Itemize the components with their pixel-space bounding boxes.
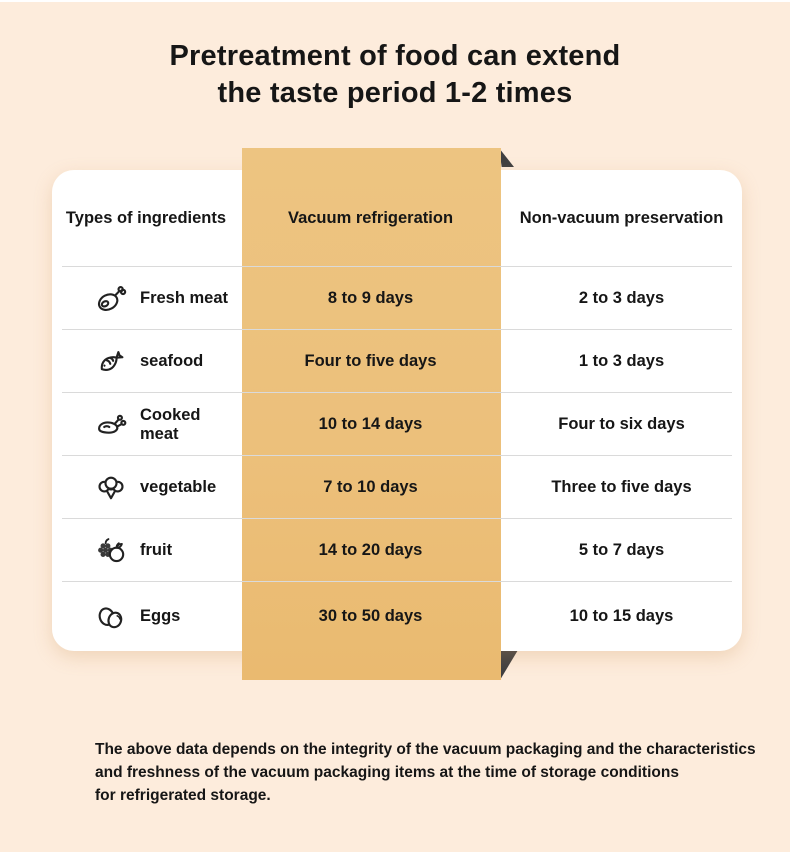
page-bottom-edge — [0, 852, 790, 857]
table-row-vegetable: vegetable 7 to 10 days Three to five day… — [52, 456, 742, 519]
non-vacuum-value: 2 to 3 days — [578, 289, 665, 307]
vacuum-value: 30 to 50 days — [318, 607, 423, 625]
non-vacuum-value: 5 to 7 days — [578, 541, 665, 559]
table-row-fresh-meat: Fresh meat 8 to 9 days 2 to 3 days — [52, 267, 742, 330]
fish-icon — [97, 348, 125, 374]
ingredient-label: vegetable — [140, 478, 217, 496]
vacuum-value: 7 to 10 days — [323, 478, 418, 496]
footnote-line-2: and freshness of the vacuum packaging it… — [95, 764, 679, 781]
page-title-line-1: Pretreatment of food can extend — [169, 40, 621, 72]
vacuum-value: 14 to 20 days — [318, 541, 423, 559]
table-header-row: Types of ingredients Vacuum refrigeratio… — [52, 170, 742, 267]
vacuum-value: Four to five days — [304, 352, 437, 370]
cauliflower-icon — [98, 476, 124, 499]
ribbon-fold-top-icon — [499, 148, 514, 167]
table-row-cooked-meat: Cooked meat 10 to 14 days Four to six da… — [52, 393, 742, 456]
table-row-eggs: Eggs 30 to 50 days 10 to 15 days — [52, 582, 742, 651]
page-title: Pretreatment of food can extend the tast… — [0, 38, 790, 112]
ingredient-label: Cooked meat — [140, 405, 201, 443]
footnote: The above data depends on the integrity … — [95, 738, 756, 807]
roast-chicken-icon — [98, 414, 127, 434]
column-header-non-vacuum: Non-vacuum preservation — [519, 209, 724, 227]
ingredient-label: Fresh meat — [140, 289, 229, 307]
ingredient-cell: Eggs — [52, 600, 240, 634]
ingredient-cell: fruit — [52, 534, 240, 568]
ham-icon — [95, 285, 127, 314]
page-top-edge — [0, 0, 790, 2]
vacuum-value: 8 to 9 days — [327, 289, 414, 307]
footnote-line-3: for refrigerated storage. — [95, 787, 271, 804]
ingredient-cell: seafood — [52, 345, 240, 379]
table-row-seafood: seafood Four to five days 1 to 3 days — [52, 330, 742, 393]
eggs-icon — [96, 605, 125, 630]
table-row-fruit: fruit 14 to 20 days 5 to 7 days — [52, 519, 742, 582]
non-vacuum-value: Four to six days — [558, 415, 685, 433]
preservation-table: Types of ingredients Vacuum refrigeratio… — [52, 170, 742, 651]
ingredient-cell: vegetable — [52, 471, 240, 505]
column-header-ingredients: Types of ingredients — [65, 209, 227, 227]
footnote-line-1: The above data depends on the integrity … — [95, 741, 756, 758]
ingredient-label: fruit — [140, 541, 173, 559]
non-vacuum-value: 1 to 3 days — [578, 352, 665, 370]
grapes-apple-icon — [97, 537, 125, 562]
ingredient-label: Eggs — [140, 607, 181, 625]
page-title-line-2: the taste period 1-2 times — [217, 77, 573, 109]
column-header-vacuum: Vacuum refrigeration — [287, 209, 454, 227]
vacuum-column-highlight-ribbon — [242, 148, 501, 680]
ingredient-cell: Cooked meat — [52, 406, 240, 444]
ingredient-label: seafood — [140, 352, 204, 370]
vacuum-value: 10 to 14 days — [318, 415, 423, 433]
ribbon-fold-bottom-icon — [500, 650, 518, 680]
non-vacuum-value: 10 to 15 days — [569, 607, 674, 625]
non-vacuum-value: Three to five days — [551, 478, 692, 496]
ingredient-cell: Fresh meat — [52, 282, 240, 316]
